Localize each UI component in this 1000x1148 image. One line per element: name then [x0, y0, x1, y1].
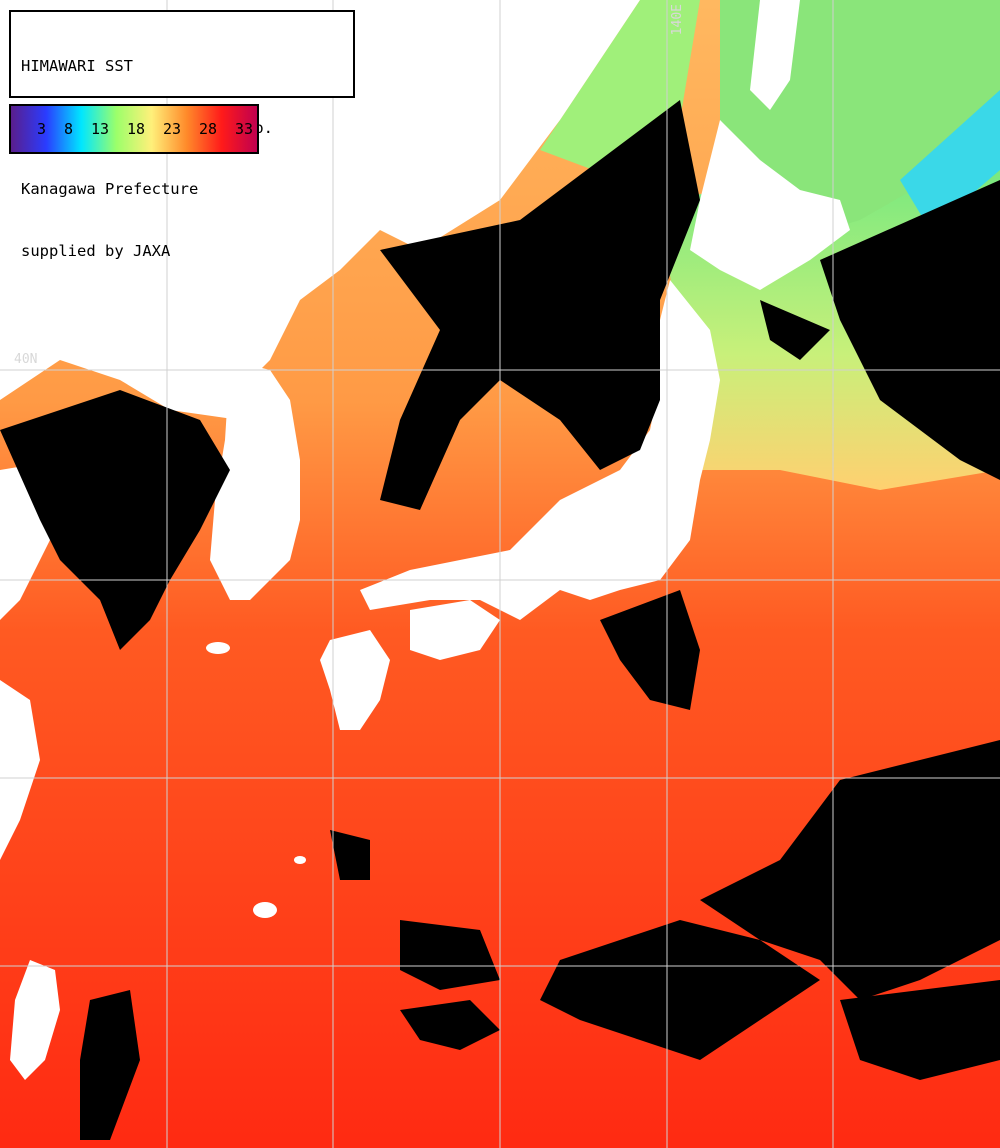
title-box: HIMAWARI SST 2025/06/29 08(UTC) 3H Comp.…	[9, 10, 355, 260]
legend-tick-3: 3	[37, 120, 47, 138]
longitude-140e-label: 140E	[670, 4, 685, 36]
legend-tick-13: 13	[90, 120, 109, 138]
legend-tick-28: 28	[198, 120, 217, 138]
title-line-source: supplied by JAXA	[21, 241, 171, 260]
cold-water-kuril	[900, 90, 1000, 230]
legend-tick-18: 18	[126, 120, 145, 138]
color-scale-legend: 3 8 13 18 23 28 33	[9, 104, 259, 154]
latitude-40n-label: 40N	[14, 352, 38, 367]
cloud-cover	[0, 100, 1000, 1140]
legend-tick-33: 33	[234, 120, 253, 138]
title-line-region: Kanagawa Prefecture	[21, 180, 199, 198]
title-line-product: HIMAWARI SST	[21, 57, 133, 75]
legend-tick-8: 8	[63, 120, 73, 138]
legend-tick-23: 23	[162, 120, 181, 138]
legend-tick-labels: 3 8 13 18 23 28 33	[11, 106, 257, 152]
